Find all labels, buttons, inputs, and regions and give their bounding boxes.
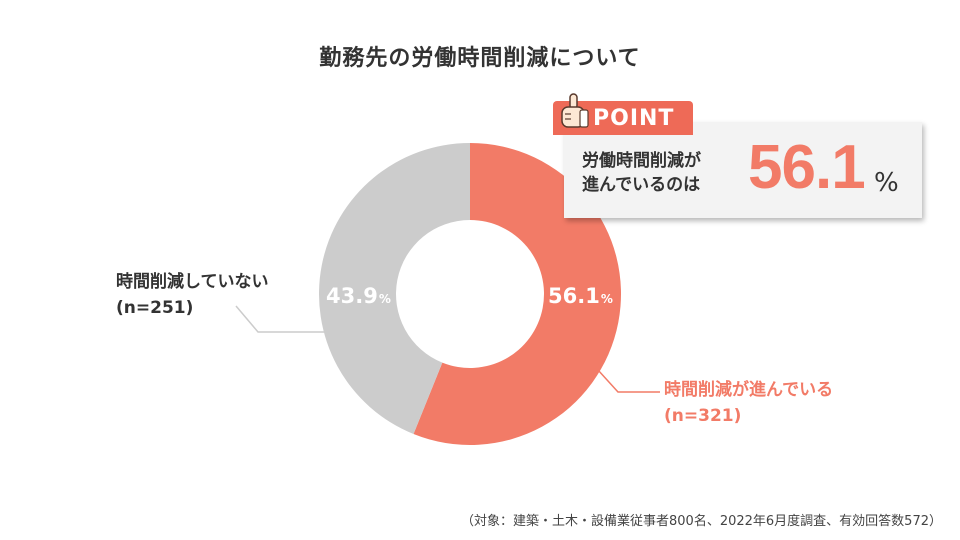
slice-label-progressing: 56.1% — [548, 284, 613, 308]
category-label-not-reduced: 時間削減していない (n=251) — [116, 269, 269, 321]
chart-title: 勤務先の労働時間削減について — [319, 46, 641, 71]
category-name-not-reduced: 時間削減していない — [116, 272, 269, 292]
point-description-line1: 労働時間削減が — [582, 151, 701, 171]
slice-value-progressing: 56.1 — [548, 284, 600, 308]
point-big-value: 56.1 — [748, 133, 866, 202]
point-callout-box: 労働時間削減が 進んでいるのは 56.1 % — [564, 122, 922, 218]
leader-line-progressing — [597, 369, 660, 393]
point-description-line2: 進んでいるのは — [582, 175, 701, 195]
point-big-unit: % — [874, 168, 899, 198]
category-label-progressing: 時間削減が進んでいる (n=321) — [664, 377, 833, 429]
slice-unit-not-reduced: % — [378, 292, 391, 306]
point-tab-label: POINT — [593, 105, 675, 131]
slice-label-not-reduced: 43.9% — [326, 284, 391, 308]
slice-progressing — [413, 143, 621, 445]
leader-line-not-reduced — [235, 305, 338, 333]
category-count-not-reduced: (n=251) — [116, 298, 194, 318]
category-name-progressing: 時間削減が進んでいる — [664, 380, 834, 400]
point-description: 労働時間削減が 進んでいるのは — [582, 149, 701, 197]
slice-value-not-reduced: 43.9 — [326, 284, 378, 308]
survey-note: （対象：建築・土木・設備業従事者800名、2022年6月度調査、有効回答数572… — [461, 514, 942, 529]
slice-not-reduced — [319, 142, 470, 435]
thumbs-up-icon — [561, 93, 589, 128]
category-count-progressing: (n=321) — [664, 406, 742, 426]
point-tab: POINT — [553, 93, 693, 135]
slice-unit-progressing: % — [600, 292, 613, 306]
